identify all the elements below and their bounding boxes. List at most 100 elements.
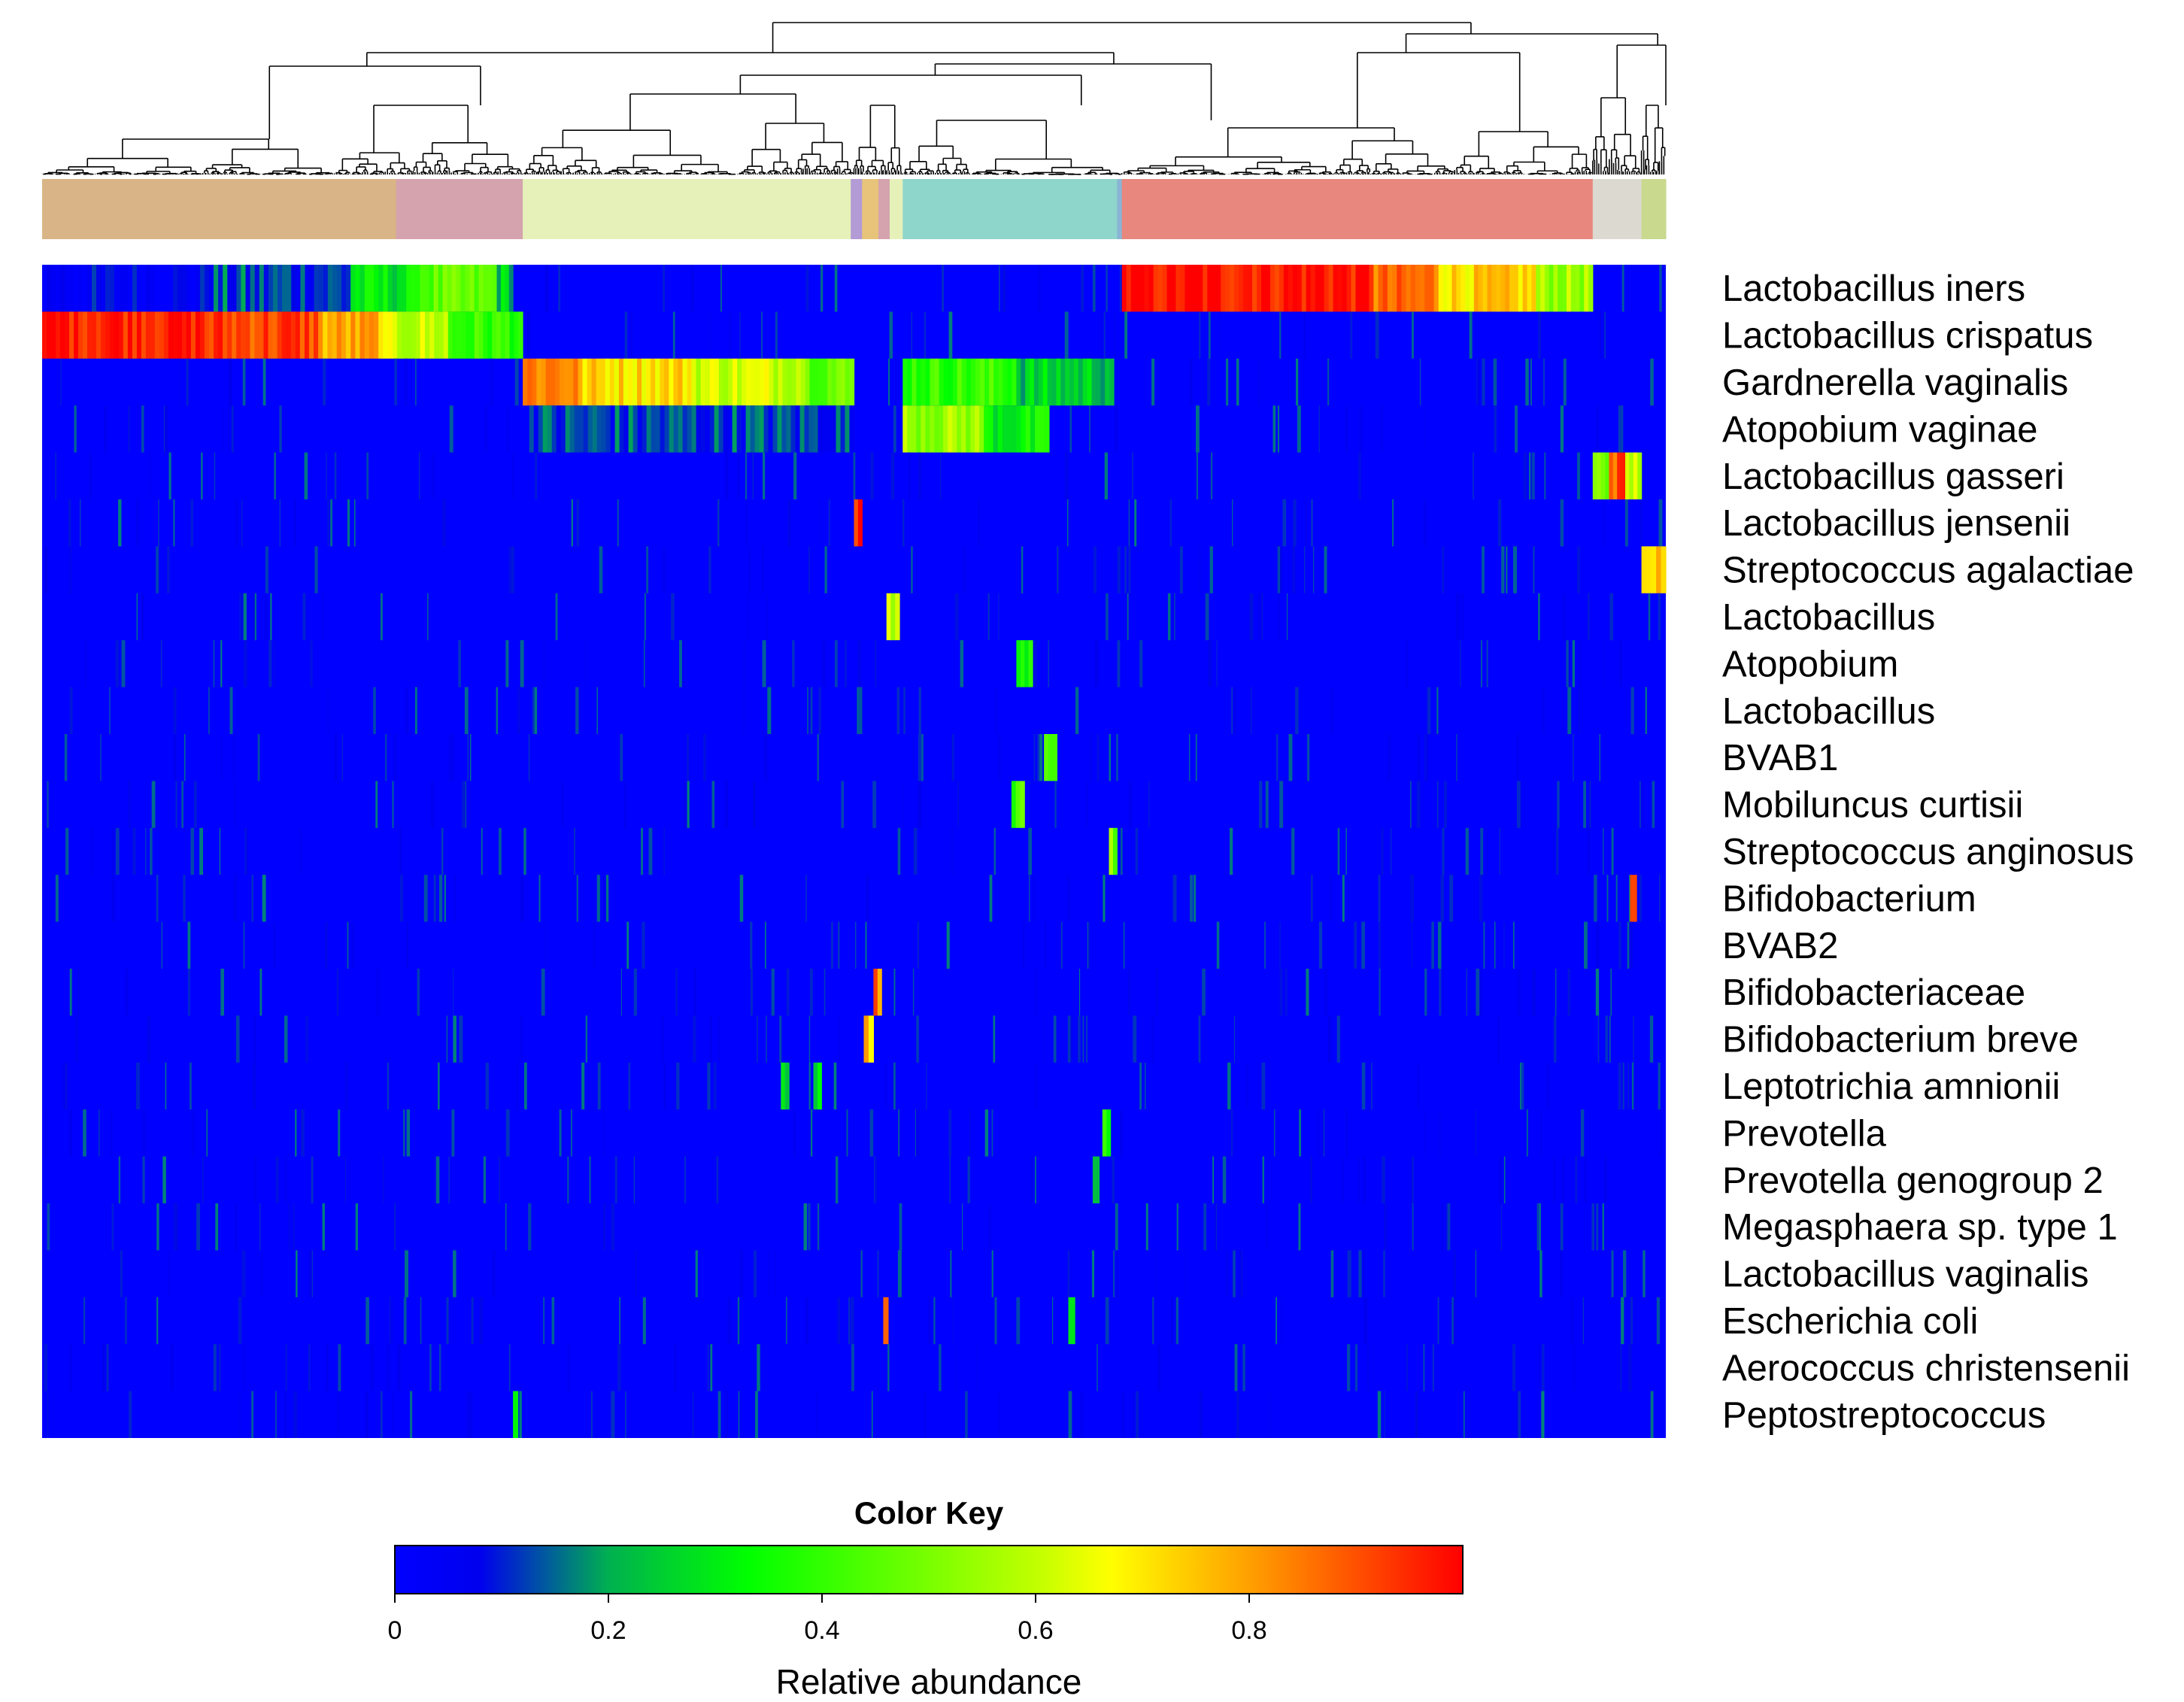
heatmap-cell [263,311,269,359]
heatmap-noise-cell [1347,1344,1351,1391]
heatmap-noise-cell [132,827,136,875]
heatmap-cell [392,265,398,312]
heatmap-noise-cell [1264,921,1266,969]
heatmap-noise-cell [238,1391,241,1438]
heatmap-cell [461,311,466,359]
heatmap-noise-cell [1127,593,1129,641]
heatmap-cell [268,265,274,312]
heatmap-noise-cell [779,1015,782,1063]
heatmap-cell [392,311,398,359]
heatmap-noise-cell [1584,1156,1587,1203]
heatmap-noise-cell [188,969,190,1016]
heatmap-cell [646,405,652,453]
heatmap-noise-cell [591,1391,593,1438]
heatmap-noise-cell [194,781,197,828]
heatmap-noise-cell [1501,546,1505,593]
heatmap-noise-cell [390,1297,393,1345]
heatmap-cell [1021,358,1026,406]
heatmap-noise-cell [585,640,587,687]
heatmap-noise-cell [505,1203,507,1251]
heatmap-noise-cell [993,827,996,875]
heatmap-noise-cell [644,593,647,641]
heatmap-noise-cell [928,1297,931,1345]
heatmap-cell [1180,265,1185,312]
heatmap-cell [65,265,70,312]
heatmap-noise-cell [606,875,609,922]
heatmap-noise-cell [1605,1015,1608,1063]
heatmap-noise-cell [754,1250,757,1297]
heatmap-noise-cell [1453,1250,1456,1297]
heatmap-noise-cell [464,687,469,734]
heatmap-noise-cell [1091,1250,1094,1297]
heatmap-cell [1656,546,1662,593]
heatmap-noise-cell [1445,1203,1447,1251]
heatmap-noise-cell [1278,405,1279,453]
heatmap-noise-cell [296,1250,298,1297]
color-key-tick-label: 0.6 [1018,1616,1053,1645]
heatmap-noise-cell [1424,734,1429,781]
heatmap-noise-cell [1239,1250,1242,1297]
heatmap-noise-cell [1588,827,1590,875]
heatmap-noise-cell [44,1344,48,1391]
heatmap-noise-cell [1410,875,1414,922]
heatmap-noise-cell [1645,687,1647,734]
heatmap-noise-cell [1327,1015,1332,1063]
heatmap-noise-cell [142,1156,145,1203]
heatmap-cell [939,358,945,406]
heatmap-cell [214,265,219,312]
heatmap-noise-cell [1081,265,1084,312]
heatmap-noise-cell [1230,827,1233,875]
heatmap-cell [939,405,944,453]
heatmap-noise-cell [1279,921,1281,969]
heatmap-noise-cell [1619,640,1622,687]
heatmap-noise-cell [1540,1109,1542,1157]
row-label: Lactobacillus crispatus [1722,316,2093,356]
heatmap-noise-cell [717,1391,721,1438]
heatmap-noise-cell [949,1156,951,1203]
heatmap-noise-cell [229,687,233,734]
heatmap-cell [984,405,989,453]
heatmap-noise-cell [1384,1391,1385,1438]
heatmap-cell [596,405,602,453]
heatmap-noise-cell [214,452,216,499]
heatmap-noise-cell [69,1344,72,1391]
heatmap-noise-cell [596,687,598,734]
heatmap-noise-cell [508,546,512,593]
heatmap-cell [737,358,742,406]
heatmap-cell [110,265,115,312]
heatmap-noise-cell [1658,1062,1661,1110]
heatmap-noise-cell [233,734,235,781]
heatmap-cell [886,593,892,641]
heatmap-noise-cell [304,452,308,499]
heatmap-noise-cell [1233,687,1237,734]
heatmap-noise-cell [1503,921,1505,969]
heatmap-noise-cell [1367,1344,1370,1391]
heatmap-noise-cell [375,781,378,828]
heatmap-cell [168,265,174,312]
heatmap-cell [278,265,283,312]
heatmap-cell [452,311,457,359]
heatmap-noise-cell [520,640,524,687]
heatmap-cell [723,405,729,453]
heatmap-cell [970,405,975,453]
heatmap-noise-cell [120,1250,123,1297]
heatmap-noise-cell [1313,546,1315,593]
heatmap-cell [948,405,953,453]
heatmap-noise-cell [451,1109,455,1157]
heatmap-cell [186,311,192,359]
cluster-segment [851,179,863,239]
row-label: Leptotrichia amnionii [1722,1066,2060,1107]
heatmap-cell [177,265,183,312]
heatmap-cell [912,405,917,453]
heatmap-cell [500,265,505,312]
heatmap-noise-cell [1412,1156,1414,1203]
heatmap-noise-cell [1035,1156,1036,1203]
heatmap-noise-cell [1207,358,1211,406]
heatmap-noise-cell [1543,358,1545,406]
heatmap-noise-cell [1232,1250,1233,1297]
heatmap-noise-cell [684,1156,686,1203]
heatmap-noise-cell [858,687,863,734]
heatmap-cell [1112,827,1118,875]
heatmap-cell [1189,265,1194,312]
